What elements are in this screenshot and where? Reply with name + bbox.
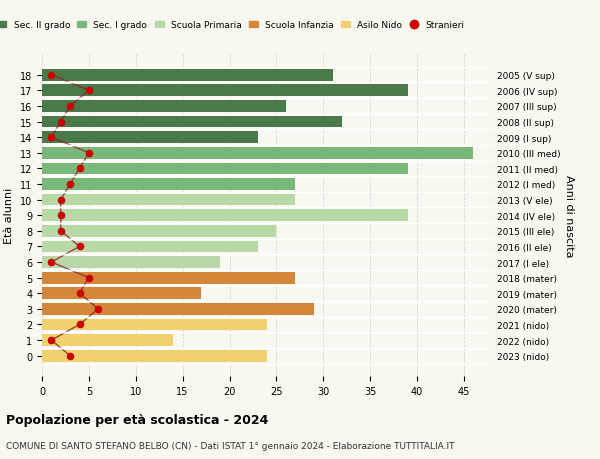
Bar: [42, 194, 295, 206]
Text: COMUNE DI SANTO STEFANO BELBO (CN) - Dati ISTAT 1° gennaio 2024 - Elaborazione T: COMUNE DI SANTO STEFANO BELBO (CN) - Dat…: [6, 441, 455, 450]
Bar: [42, 288, 202, 299]
Point: [74, 243, 84, 251]
Point: [47, 72, 56, 79]
Point: [74, 321, 84, 329]
Legend: Sec. II grado, Sec. I grado, Scuola Primaria, Scuola Infanzia, Asilo Nido, Stran: Sec. II grado, Sec. I grado, Scuola Prim…: [0, 18, 469, 34]
Bar: [42, 85, 407, 97]
Point: [47, 337, 56, 344]
Point: [84, 274, 94, 282]
Point: [84, 150, 94, 157]
Point: [74, 165, 84, 173]
Point: [94, 306, 103, 313]
Point: [65, 181, 75, 188]
Bar: [42, 272, 295, 284]
Bar: [42, 225, 277, 237]
Point: [65, 352, 75, 359]
Bar: [42, 70, 332, 81]
Y-axis label: Anni di nascita: Anni di nascita: [565, 174, 574, 257]
Point: [47, 259, 56, 266]
Bar: [42, 257, 220, 269]
Point: [74, 290, 84, 297]
Point: [56, 228, 65, 235]
Bar: [42, 210, 407, 222]
Bar: [42, 335, 173, 346]
Point: [47, 134, 56, 141]
Bar: [42, 303, 314, 315]
Bar: [42, 350, 267, 362]
Point: [84, 87, 94, 95]
Point: [56, 118, 65, 126]
Y-axis label: Età alunni: Età alunni: [4, 188, 14, 244]
Bar: [42, 241, 257, 253]
Text: Popolazione per età scolastica - 2024: Popolazione per età scolastica - 2024: [6, 413, 268, 426]
Point: [56, 212, 65, 219]
Bar: [42, 319, 267, 330]
Bar: [42, 132, 257, 144]
Point: [65, 103, 75, 110]
Bar: [42, 148, 473, 159]
Point: [56, 196, 65, 204]
Bar: [42, 101, 286, 112]
Bar: [42, 117, 342, 128]
Bar: [42, 179, 295, 190]
Bar: [42, 163, 407, 175]
